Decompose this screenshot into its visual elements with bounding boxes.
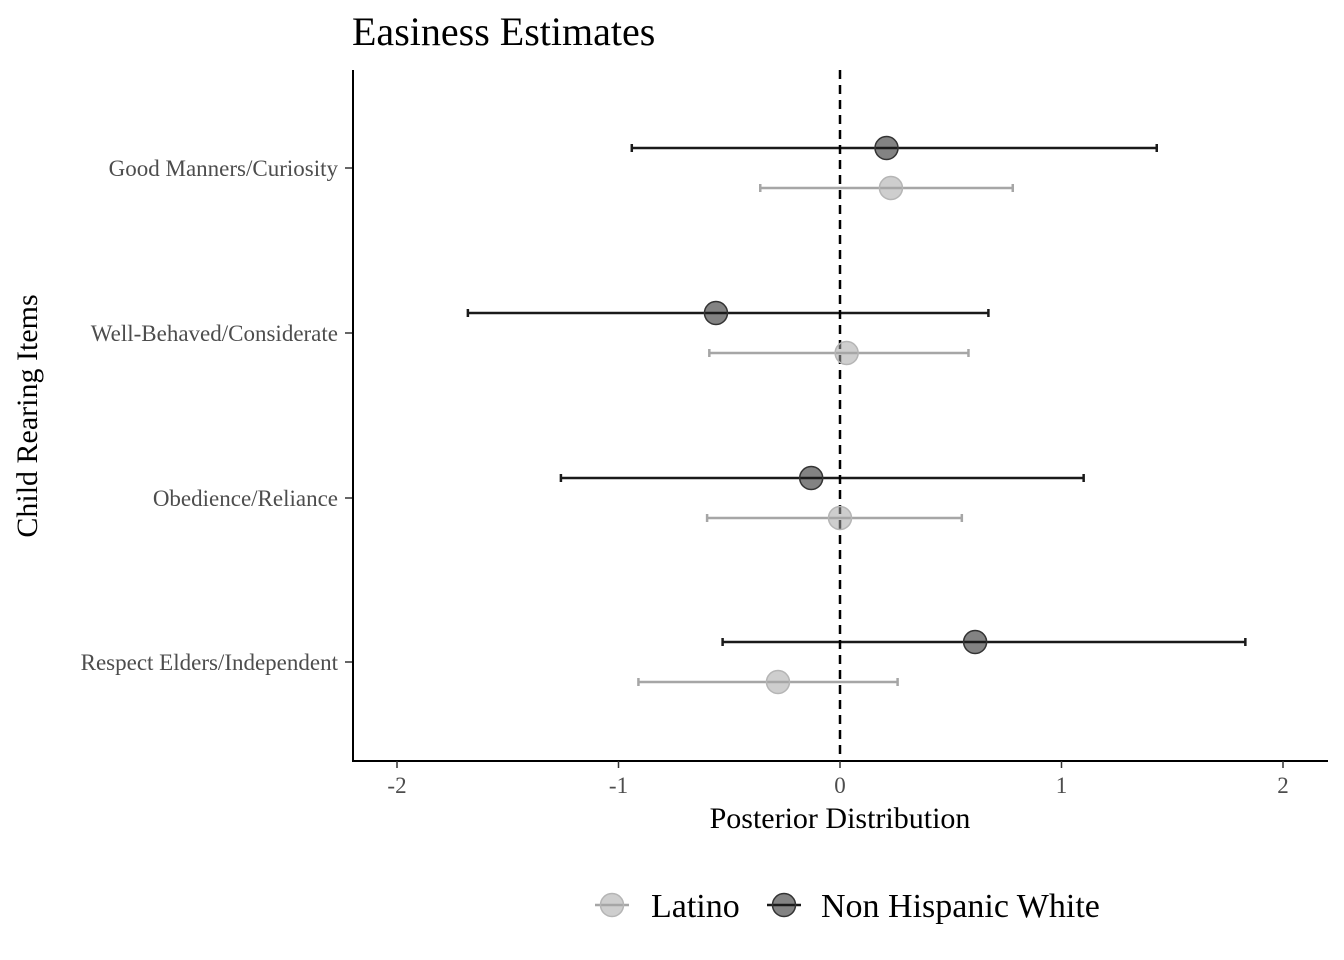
estimate-point-non-hispanic-white bbox=[798, 465, 824, 491]
y-tick-label: Obedience/Reliance bbox=[153, 486, 338, 511]
estimate-point-latino bbox=[827, 505, 853, 531]
estimate-point-non-hispanic-white bbox=[962, 629, 988, 655]
x-tick-label: -1 bbox=[609, 773, 628, 798]
x-tick-label: 1 bbox=[1056, 773, 1068, 798]
legend-label: Non Hispanic White bbox=[821, 888, 1100, 925]
estimate-point-latino bbox=[878, 175, 904, 201]
legend-key-point bbox=[771, 892, 797, 918]
legend-key-point bbox=[599, 892, 625, 918]
x-axis-title: Posterior Distribution bbox=[710, 802, 971, 835]
estimate-point-non-hispanic-white bbox=[703, 300, 729, 326]
estimate-point-latino bbox=[834, 340, 859, 366]
y-tick-label: Good Manners/Curiosity bbox=[109, 156, 339, 181]
x-tick-label: 0 bbox=[834, 773, 846, 798]
legend-label: Latino bbox=[651, 888, 740, 925]
chart-title: Easiness Estimates bbox=[352, 9, 655, 54]
estimate-point-non-hispanic-white bbox=[874, 135, 899, 161]
y-tick-label: Respect Elders/Independent bbox=[81, 650, 339, 675]
x-tick-label: -2 bbox=[387, 773, 406, 798]
y-axis-title: Child Rearing Items bbox=[11, 294, 44, 537]
estimate-point-latino bbox=[765, 669, 791, 695]
y-tick-label: Well-Behaved/Considerate bbox=[91, 321, 338, 346]
plot-area: -2 -1 0 1 2 Good Manners/Curiosity Well-Behave… bbox=[81, 70, 1328, 798]
x-tick-label: 2 bbox=[1277, 773, 1289, 798]
legend: Latino Non Hispanic White bbox=[595, 888, 1100, 925]
